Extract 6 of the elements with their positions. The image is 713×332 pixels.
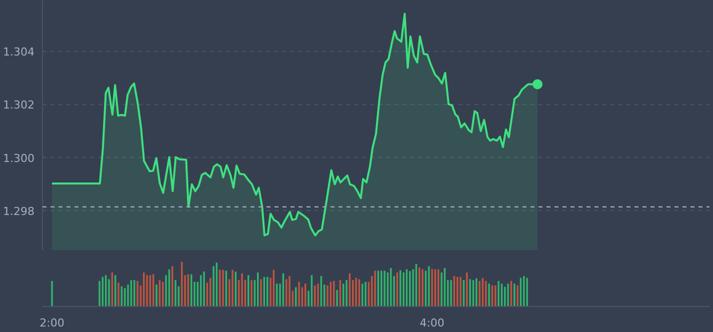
- y-tick-label: 1.304: [3, 46, 35, 59]
- y-tick-label: 1.300: [3, 152, 35, 165]
- x-tick-label: 4:00: [420, 316, 444, 330]
- y-tick-label: 1.298: [3, 205, 35, 218]
- y-tick-label: 1.302: [3, 98, 35, 112]
- x-tick-label: 2:00: [40, 316, 64, 330]
